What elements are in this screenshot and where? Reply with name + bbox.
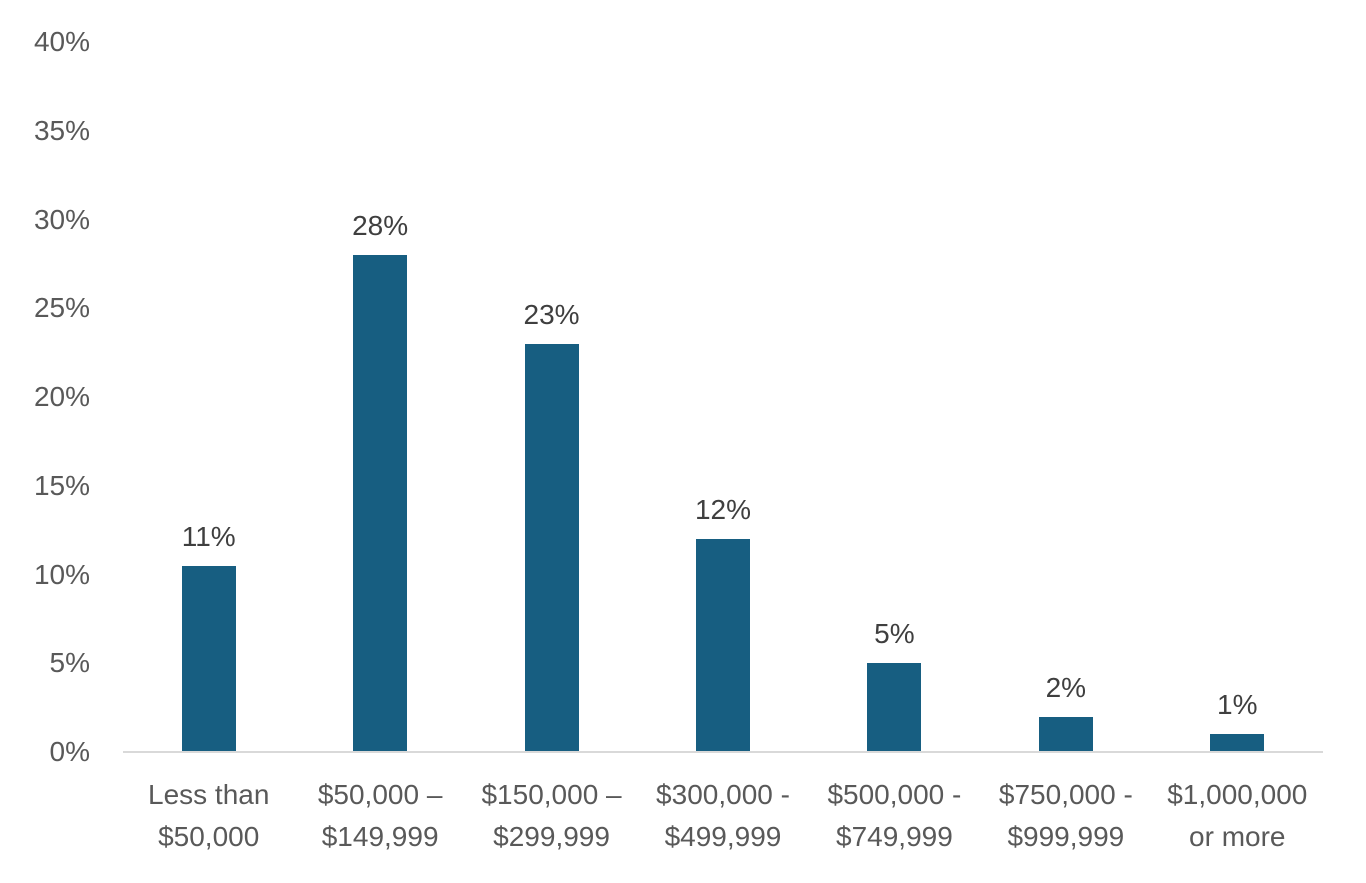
bar-value-label: 23% [523,298,580,330]
y-axis-tick-label: 10% [33,558,90,590]
bar-value-label: 11% [181,520,236,552]
x-axis-category-label: Less than $50,000 [148,779,270,852]
y-axis-tick-label: 15% [33,469,90,501]
bar-value-label: 28% [352,210,409,241]
y-axis-tick-label: 0% [49,736,90,767]
x-axis-category-label: $1,000,000 or more [1167,779,1308,852]
bar [867,663,922,752]
y-axis-tick-label: 30% [33,203,90,235]
bar-value-label: 12% [694,494,752,525]
bar-value-label: 5% [874,618,915,650]
bar [696,539,750,752]
x-axis-category-label: $300,000 - $499,999 [656,779,790,852]
bar [1038,716,1093,752]
x-axis-category-label: $150,000 – $299,999 [481,779,622,852]
y-axis-tick-label: 5% [49,647,90,679]
x-axis-category-label: $50,000 – $149,999 [317,779,443,852]
bar [524,343,579,752]
bar-value-label: 1% [1217,689,1258,721]
y-axis-tick-label: 35% [33,114,90,146]
bar [353,255,408,752]
x-axis-category-label: $500,000 - $749,999 [827,779,962,852]
y-axis-tick-label: 20% [33,381,90,412]
bar-value-label: 2% [1045,671,1087,703]
y-axis-tick-label: 25% [33,292,90,324]
y-axis-tick-label: 40% [33,26,90,57]
x-axis-category-label: $750,000 - $999,999 [998,779,1133,852]
x-axis-line [123,751,1323,753]
bar [1210,734,1265,752]
bar [181,565,236,752]
